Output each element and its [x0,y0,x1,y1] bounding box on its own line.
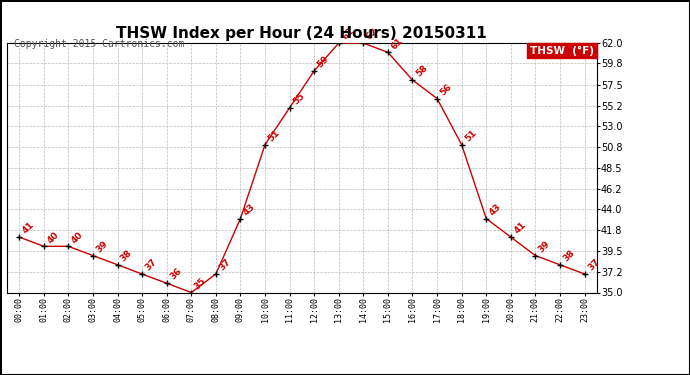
Text: 55: 55 [291,91,306,106]
Text: 40: 40 [45,230,60,245]
Text: 41: 41 [512,220,527,236]
Text: 41: 41 [21,220,36,236]
Title: THSW Index per Hour (24 Hours) 20150311: THSW Index per Hour (24 Hours) 20150311 [117,26,487,40]
Text: 39: 39 [537,239,552,254]
Text: 36: 36 [168,267,184,282]
Text: 35: 35 [193,276,208,291]
Text: 39: 39 [95,239,110,254]
Text: 61: 61 [389,36,404,51]
Text: THSW  (°F): THSW (°F) [530,46,594,56]
Text: 43: 43 [488,202,503,217]
Text: 40: 40 [70,230,85,245]
Text: 43: 43 [241,202,257,217]
Text: 62: 62 [340,27,355,42]
Text: 62: 62 [365,27,380,42]
Text: 51: 51 [463,128,478,143]
Text: 58: 58 [414,63,429,79]
Text: 59: 59 [315,54,331,69]
Text: 37: 37 [586,257,601,273]
Text: 37: 37 [217,257,233,273]
Text: 51: 51 [266,128,282,143]
Text: 56: 56 [438,82,453,97]
Text: 37: 37 [144,257,159,273]
Text: Copyright 2015 Cartronics.com: Copyright 2015 Cartronics.com [14,39,184,50]
Text: 38: 38 [562,248,577,263]
Text: 38: 38 [119,248,134,263]
